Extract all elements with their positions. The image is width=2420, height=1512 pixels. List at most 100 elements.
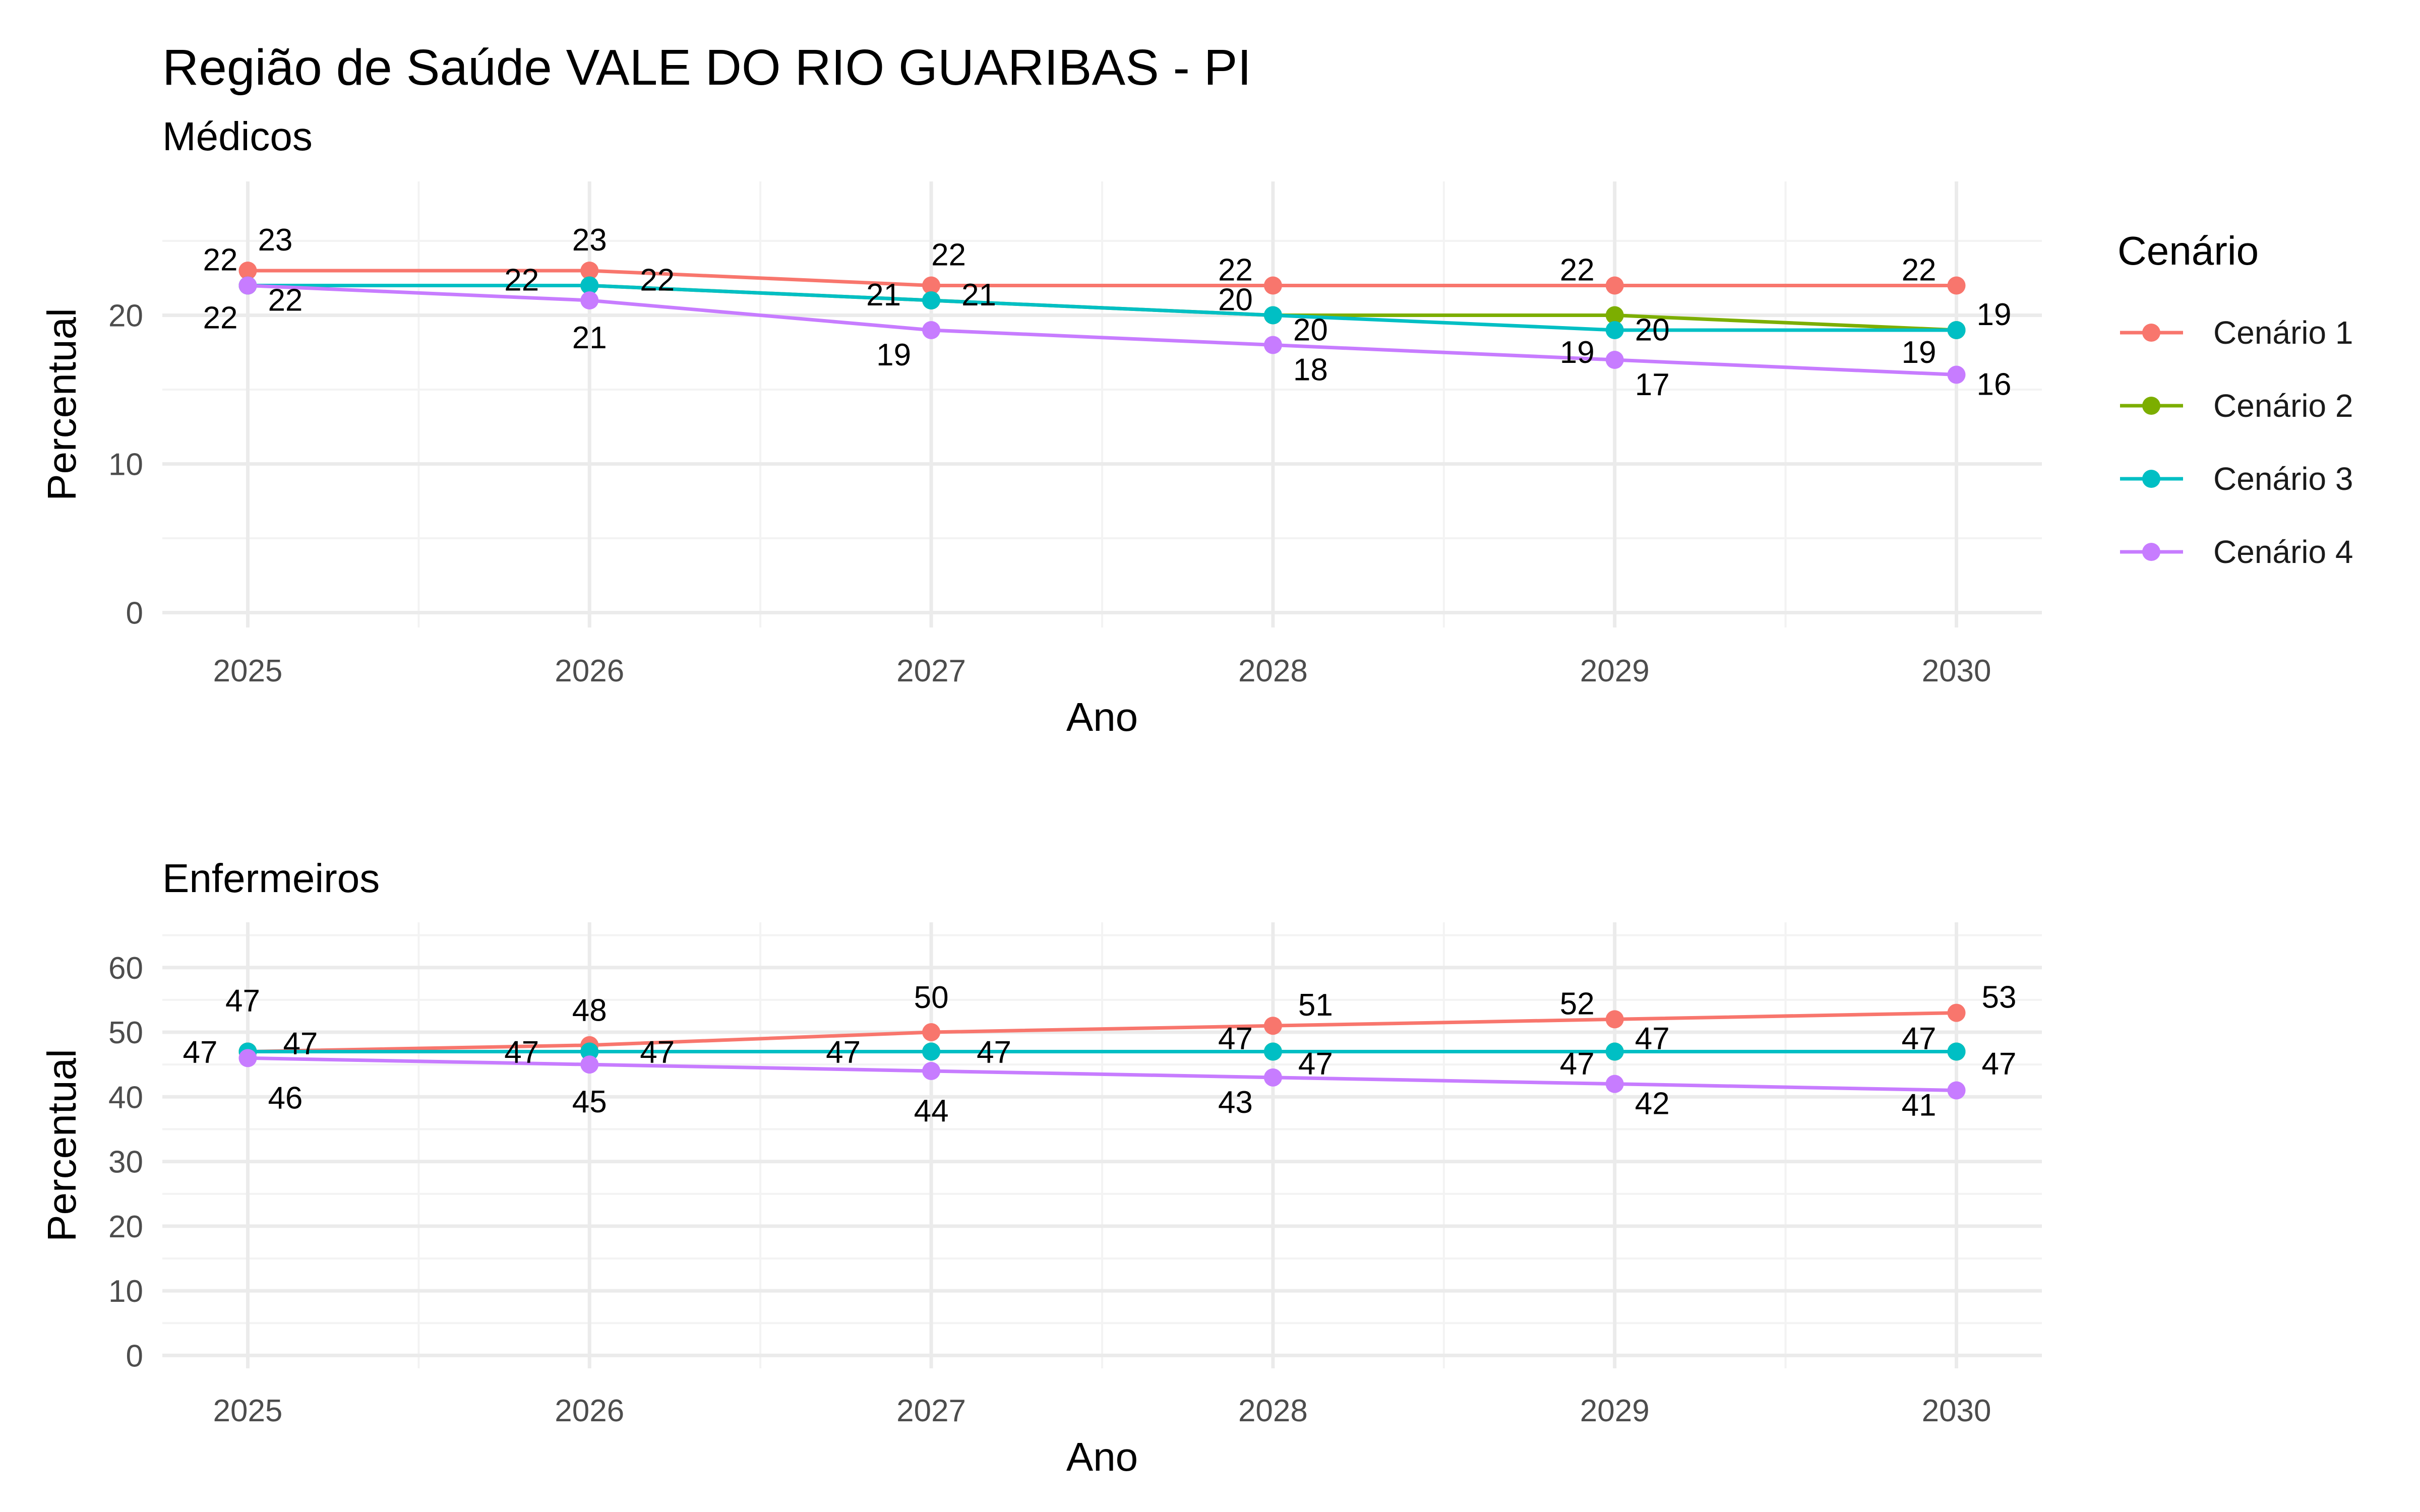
data-label: 50 <box>914 980 949 1015</box>
x-tick-label: 2026 <box>555 654 624 688</box>
legend-key-point <box>2142 324 2160 342</box>
data-label: 22 <box>1218 253 1253 288</box>
panel-1: 2025 2026 2027 2028 2029 2030 0 10 20 Médicos Ano P… <box>39 114 2042 739</box>
legend-key-point <box>2142 470 2160 488</box>
data-point <box>1605 1010 1624 1029</box>
series-line <box>248 269 1957 287</box>
data-label: 47 <box>283 1027 318 1061</box>
x-tick-label: 2030 <box>1922 1394 1991 1428</box>
data-label: 19 <box>1902 335 1937 370</box>
x-tick-label: 2027 <box>896 1394 966 1428</box>
data-label: 47 <box>504 1035 539 1070</box>
data-point <box>1263 1068 1282 1087</box>
data-label: 22 <box>268 283 302 318</box>
data-point <box>1605 306 1624 325</box>
data-label: 47 <box>1902 1022 1937 1056</box>
data-point <box>922 321 941 339</box>
panel-subtitle: Enfermeiros <box>162 856 380 901</box>
data-point <box>1947 365 1966 384</box>
y-tick-label: 60 <box>108 951 143 986</box>
data-point <box>1947 1042 1966 1061</box>
panel-2: 2025 2026 2027 2028 2029 20300102030405060Enf… <box>39 856 2042 1479</box>
data-label: 17 <box>1635 367 1670 402</box>
data-label: 43 <box>1218 1085 1253 1120</box>
data-label: 47 <box>183 1035 217 1070</box>
series-line <box>248 1011 1957 1054</box>
x-tick-label: 2030 <box>1922 654 1991 688</box>
y-axis-title: Percentual <box>39 1049 84 1241</box>
data-label: 47 <box>640 1035 675 1070</box>
data-label: 47 <box>826 1035 861 1070</box>
data-point <box>1605 1042 1624 1061</box>
chart-title: Região de Saúde VALE DO RIO GUARIBAS - P… <box>162 39 1251 96</box>
x-tick-label: 2028 <box>1238 654 1308 688</box>
y-axis-title: Percentual <box>39 308 84 500</box>
data-point <box>1263 336 1282 354</box>
legend-item: Cenário 4 <box>2120 534 2353 570</box>
series-line <box>248 1056 1957 1092</box>
data-label: 53 <box>1982 980 2017 1015</box>
data-label: 47 <box>1982 1047 2017 1082</box>
data-label: 47 <box>1298 1047 1333 1082</box>
x-tick-label: 2027 <box>896 654 966 688</box>
legend-key-point <box>2142 543 2160 561</box>
data-point <box>1605 276 1624 295</box>
y-tick-label: 10 <box>108 448 143 482</box>
data-point <box>238 262 257 280</box>
data-label: 22 <box>1902 253 1937 288</box>
data-point <box>1263 276 1282 295</box>
data-point <box>1947 1003 1966 1022</box>
data-label: 19 <box>1560 335 1595 370</box>
data-point <box>922 276 941 295</box>
data-label: 18 <box>1293 353 1328 388</box>
data-label: 19 <box>1977 297 2012 332</box>
data-label: 47 <box>225 984 260 1019</box>
data-point <box>1605 351 1624 369</box>
y-tick-label: 20 <box>108 299 143 334</box>
y-tick-label: 50 <box>108 1016 143 1050</box>
data-label: 20 <box>1635 313 1670 348</box>
data-label: 20 <box>1218 283 1253 318</box>
y-tick-label: 10 <box>108 1274 143 1309</box>
data-label: 47 <box>1218 1022 1253 1056</box>
data-label: 21 <box>961 278 996 312</box>
data-label: 47 <box>977 1035 1011 1070</box>
series-4 <box>238 276 1966 384</box>
y-tick-label: 0 <box>126 596 143 631</box>
data-label: 22 <box>504 263 539 298</box>
data-point <box>1263 306 1282 325</box>
data-point <box>922 1062 941 1080</box>
data-point <box>1605 1075 1624 1093</box>
x-tick-label: 2026 <box>555 1394 624 1428</box>
data-label: 21 <box>866 278 901 312</box>
data-label: 42 <box>1635 1087 1670 1121</box>
legend: Cenário Cenário 1 Cenário 2 Cenário 3 Cenári… <box>2118 228 2353 570</box>
data-point <box>580 276 599 295</box>
x-tick-label: 2028 <box>1238 1394 1308 1428</box>
y-tick-label: 0 <box>126 1339 143 1373</box>
data-label: 48 <box>572 993 607 1028</box>
data-point <box>580 291 599 309</box>
x-axis-title: Ano <box>1066 695 1138 739</box>
data-label: 41 <box>1902 1088 1937 1122</box>
data-labels: 23 23 22 22 22 22 22 22 21 20 20 19 22 22 21 20 19 19 22 21… <box>203 223 2011 402</box>
legend-title: Cenário <box>2118 228 2259 273</box>
data-point <box>238 1049 257 1067</box>
data-label: 20 <box>1293 313 1328 348</box>
data-point <box>1263 1017 1282 1035</box>
x-tick-label: 2025 <box>213 1394 282 1428</box>
data-label: 46 <box>268 1081 302 1115</box>
y-tick-label: 40 <box>108 1080 143 1115</box>
data-label: 51 <box>1298 988 1333 1023</box>
x-tick-label: 2029 <box>1580 1394 1650 1428</box>
panel-subtitle: Médicos <box>162 114 313 159</box>
legend-item: Cenário 1 <box>2120 314 2353 351</box>
data-point <box>922 1042 941 1061</box>
data-point <box>922 291 941 309</box>
data-point <box>1947 321 1966 339</box>
y-tick-label: 30 <box>108 1145 143 1180</box>
series-4 <box>238 1049 1966 1100</box>
data-label: 44 <box>914 1094 949 1128</box>
